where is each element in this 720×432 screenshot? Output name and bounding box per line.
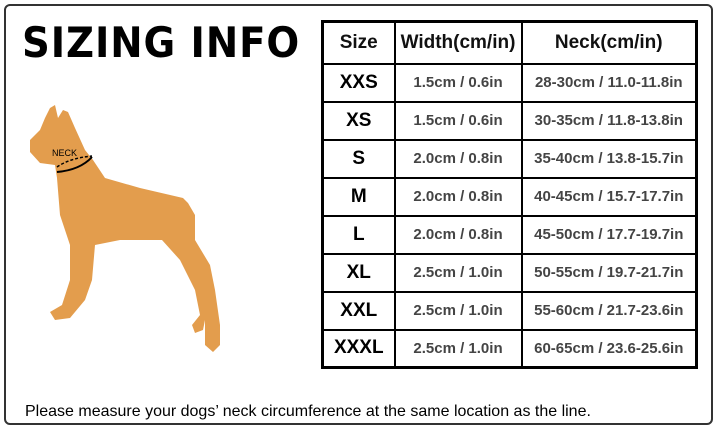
cell-width: 2.0cm / 0.8in: [393, 176, 523, 217]
table-row: XXXL 2.5cm / 1.0in 60-65cm / 23.6-25.6in: [321, 328, 698, 369]
cell-width: 2.5cm / 1.0in: [393, 290, 523, 331]
table-row: M 2.0cm / 0.8in 40-45cm / 15.7-17.7in: [321, 176, 698, 217]
cell-neck: 28-30cm / 11.0-11.8in: [520, 62, 698, 103]
cell-neck: 30-35cm / 11.8-13.8in: [520, 100, 698, 141]
cell-width: 2.0cm / 0.8in: [393, 214, 523, 255]
cell-size: L: [321, 214, 396, 255]
cell-neck: 50-55cm / 19.7-21.7in: [520, 252, 698, 293]
dog-silhouette: [30, 105, 220, 352]
cell-width: 1.5cm / 0.6in: [393, 62, 523, 103]
cell-neck: 55-60cm / 21.7-23.6in: [520, 290, 698, 331]
table-row: XL 2.5cm / 1.0in 50-55cm / 19.7-21.7in: [321, 252, 698, 293]
cell-size: XL: [321, 252, 396, 293]
cell-size: S: [321, 138, 396, 179]
table-row: S 2.0cm / 0.8in 35-40cm / 13.8-15.7in: [321, 138, 698, 179]
cell-size: M: [321, 176, 396, 217]
table-row: XXL 2.5cm / 1.0in 55-60cm / 21.7-23.6in: [321, 290, 698, 331]
cell-neck: 45-50cm / 17.7-19.7in: [520, 214, 698, 255]
cell-neck: 60-65cm / 23.6-25.6in: [520, 328, 698, 369]
measurement-note: Please measure your dogs’ neck circumfer…: [25, 403, 591, 420]
neck-label: NECK: [52, 148, 77, 158]
neck-line: [56, 156, 93, 173]
cell-size: XXS: [321, 62, 396, 103]
cell-width: 2.5cm / 1.0in: [393, 252, 523, 293]
page-title: SIZING INFO: [22, 18, 301, 67]
cell-size: XXL: [321, 290, 396, 331]
header-size: Size: [321, 20, 396, 65]
cell-neck: 35-40cm / 13.8-15.7in: [520, 138, 698, 179]
table-header-row: Size Width(cm/in) Neck(cm/in): [321, 20, 698, 65]
neck-line-dashed: [56, 155, 93, 168]
header-neck: Neck(cm/in): [520, 20, 698, 65]
card-frame: [4, 4, 713, 425]
cell-width: 2.0cm / 0.8in: [393, 138, 523, 179]
dog-illustration: NECK: [30, 105, 220, 352]
table-row: XXS 1.5cm / 0.6in 28-30cm / 11.0-11.8in: [321, 62, 698, 103]
table-row: L 2.0cm / 0.8in 45-50cm / 17.7-19.7in: [321, 214, 698, 255]
cell-width: 1.5cm / 0.6in: [393, 100, 523, 141]
sizing-table: Size Width(cm/in) Neck(cm/in) XXS 1.5cm /…: [321, 20, 698, 369]
cell-width: 2.5cm / 1.0in: [393, 328, 523, 369]
cell-size: XXXL: [321, 328, 396, 369]
cell-neck: 40-45cm / 15.7-17.7in: [520, 176, 698, 217]
table-row: XS 1.5cm / 0.6in 30-35cm / 11.8-13.8in: [321, 100, 698, 141]
cell-size: XS: [321, 100, 396, 141]
header-width: Width(cm/in): [393, 20, 523, 65]
